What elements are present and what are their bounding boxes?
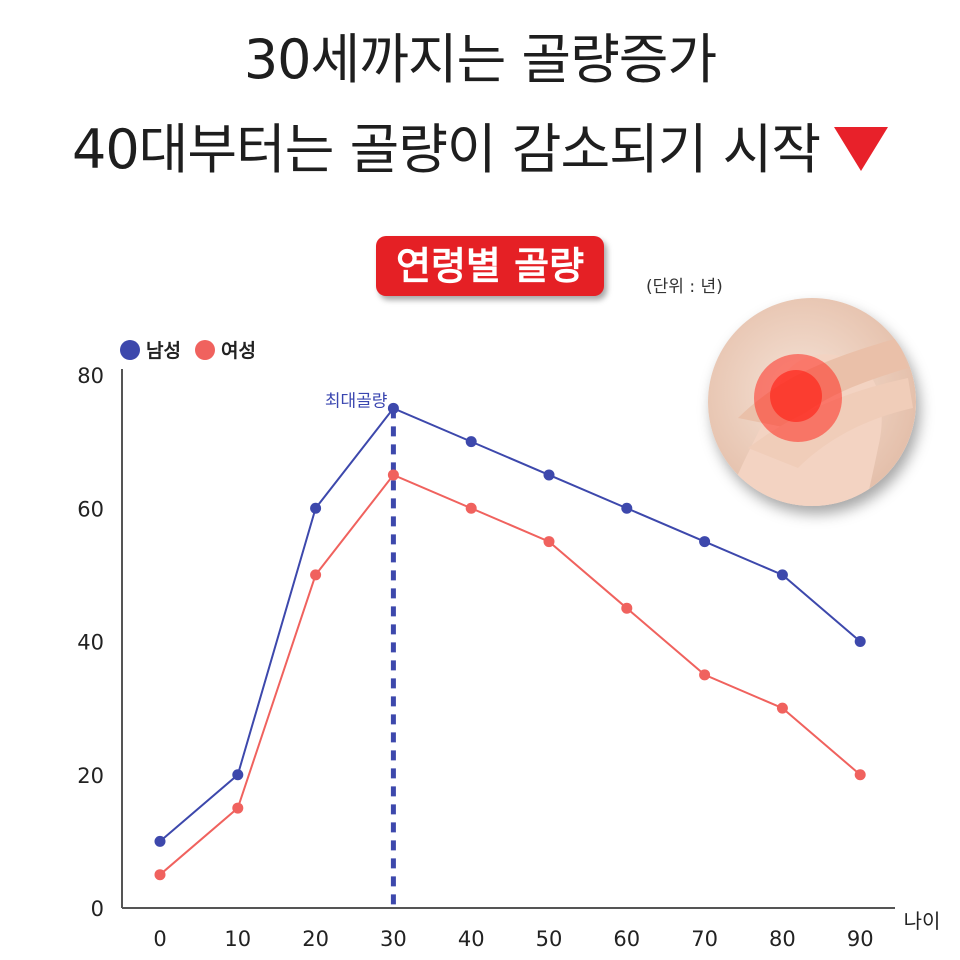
annotation-layer: 최대골량 <box>325 391 396 908</box>
chart-title-badge: 연령별 골량 <box>376 236 605 296</box>
male-data-point <box>387 402 399 414</box>
x-tick-label: 70 <box>691 927 718 951</box>
female-data-point <box>776 702 788 714</box>
x-tick-label: 20 <box>302 927 329 951</box>
male-data-point <box>699 536 711 548</box>
chart-axes <box>121 369 895 909</box>
male-data-point <box>543 469 555 481</box>
male-data-point <box>621 502 633 514</box>
x-tick-label: 90 <box>847 927 874 951</box>
red-down-triangle-icon <box>834 127 889 172</box>
male-data-point <box>154 835 166 847</box>
male-data-point <box>232 769 244 781</box>
female-data-point <box>310 569 322 581</box>
peak-annotation-label: 최대골량 <box>325 391 388 411</box>
male-data-point <box>465 436 477 448</box>
male-data-point <box>776 569 788 581</box>
y-tick-label: 60 <box>77 497 104 521</box>
x-tick-label: 10 <box>224 927 251 951</box>
legend-female-label: 여성 <box>220 340 256 362</box>
female-data-point <box>543 536 555 548</box>
female-data-point <box>154 869 166 881</box>
headline-line-1: 30세까지는 골량증가 <box>0 28 960 92</box>
x-tick-label: 30 <box>380 927 407 951</box>
female-data-point <box>699 669 711 681</box>
x-tick-label: 60 <box>613 927 640 951</box>
male-series-line <box>159 407 861 843</box>
female-series-line <box>159 473 861 876</box>
legend-male-label: 남성 <box>146 340 181 362</box>
chart-legend: 남성 여성 <box>120 336 270 363</box>
tick-layer: 0 20 40 60 80 0 10 20 30 40 50 60 70 80 90 나이 <box>77 364 940 951</box>
x-tick-label: 40 <box>458 927 485 951</box>
female-data-point <box>854 769 866 781</box>
y-tick-label: 40 <box>77 631 104 655</box>
knee-photo <box>708 298 916 506</box>
x-tick-label: 50 <box>536 927 563 951</box>
male-data-point <box>310 502 322 514</box>
legend-male-swatch <box>120 339 140 360</box>
headline-text-2: 40대부터는 골량이 감소되기 시작 <box>71 118 821 181</box>
knee-illustration <box>728 338 913 506</box>
x-axis-label: 나이 <box>904 909 941 933</box>
headline-text-1: 30세까지는 골량증가 <box>243 28 717 91</box>
female-data-point <box>387 469 399 481</box>
legend-female-swatch <box>194 339 215 360</box>
series-layer <box>154 402 866 881</box>
y-tick-label: 20 <box>77 764 104 788</box>
female-data-point <box>465 502 477 514</box>
female-data-point <box>232 802 244 814</box>
unit-note: (단위 : 년) <box>646 277 723 297</box>
legend-item-female: 여성 <box>194 336 256 363</box>
x-tick-label: 0 <box>153 927 166 951</box>
y-tick-label: 80 <box>77 364 104 388</box>
female-data-point <box>621 602 633 614</box>
y-tick-label: 0 <box>91 897 104 921</box>
x-tick-label: 80 <box>769 927 796 951</box>
legend-item-male: 남성 <box>120 336 181 363</box>
headline-line-2: 40대부터는 골량이 감소되기 시작 <box>0 118 960 182</box>
male-data-point <box>854 636 866 647</box>
